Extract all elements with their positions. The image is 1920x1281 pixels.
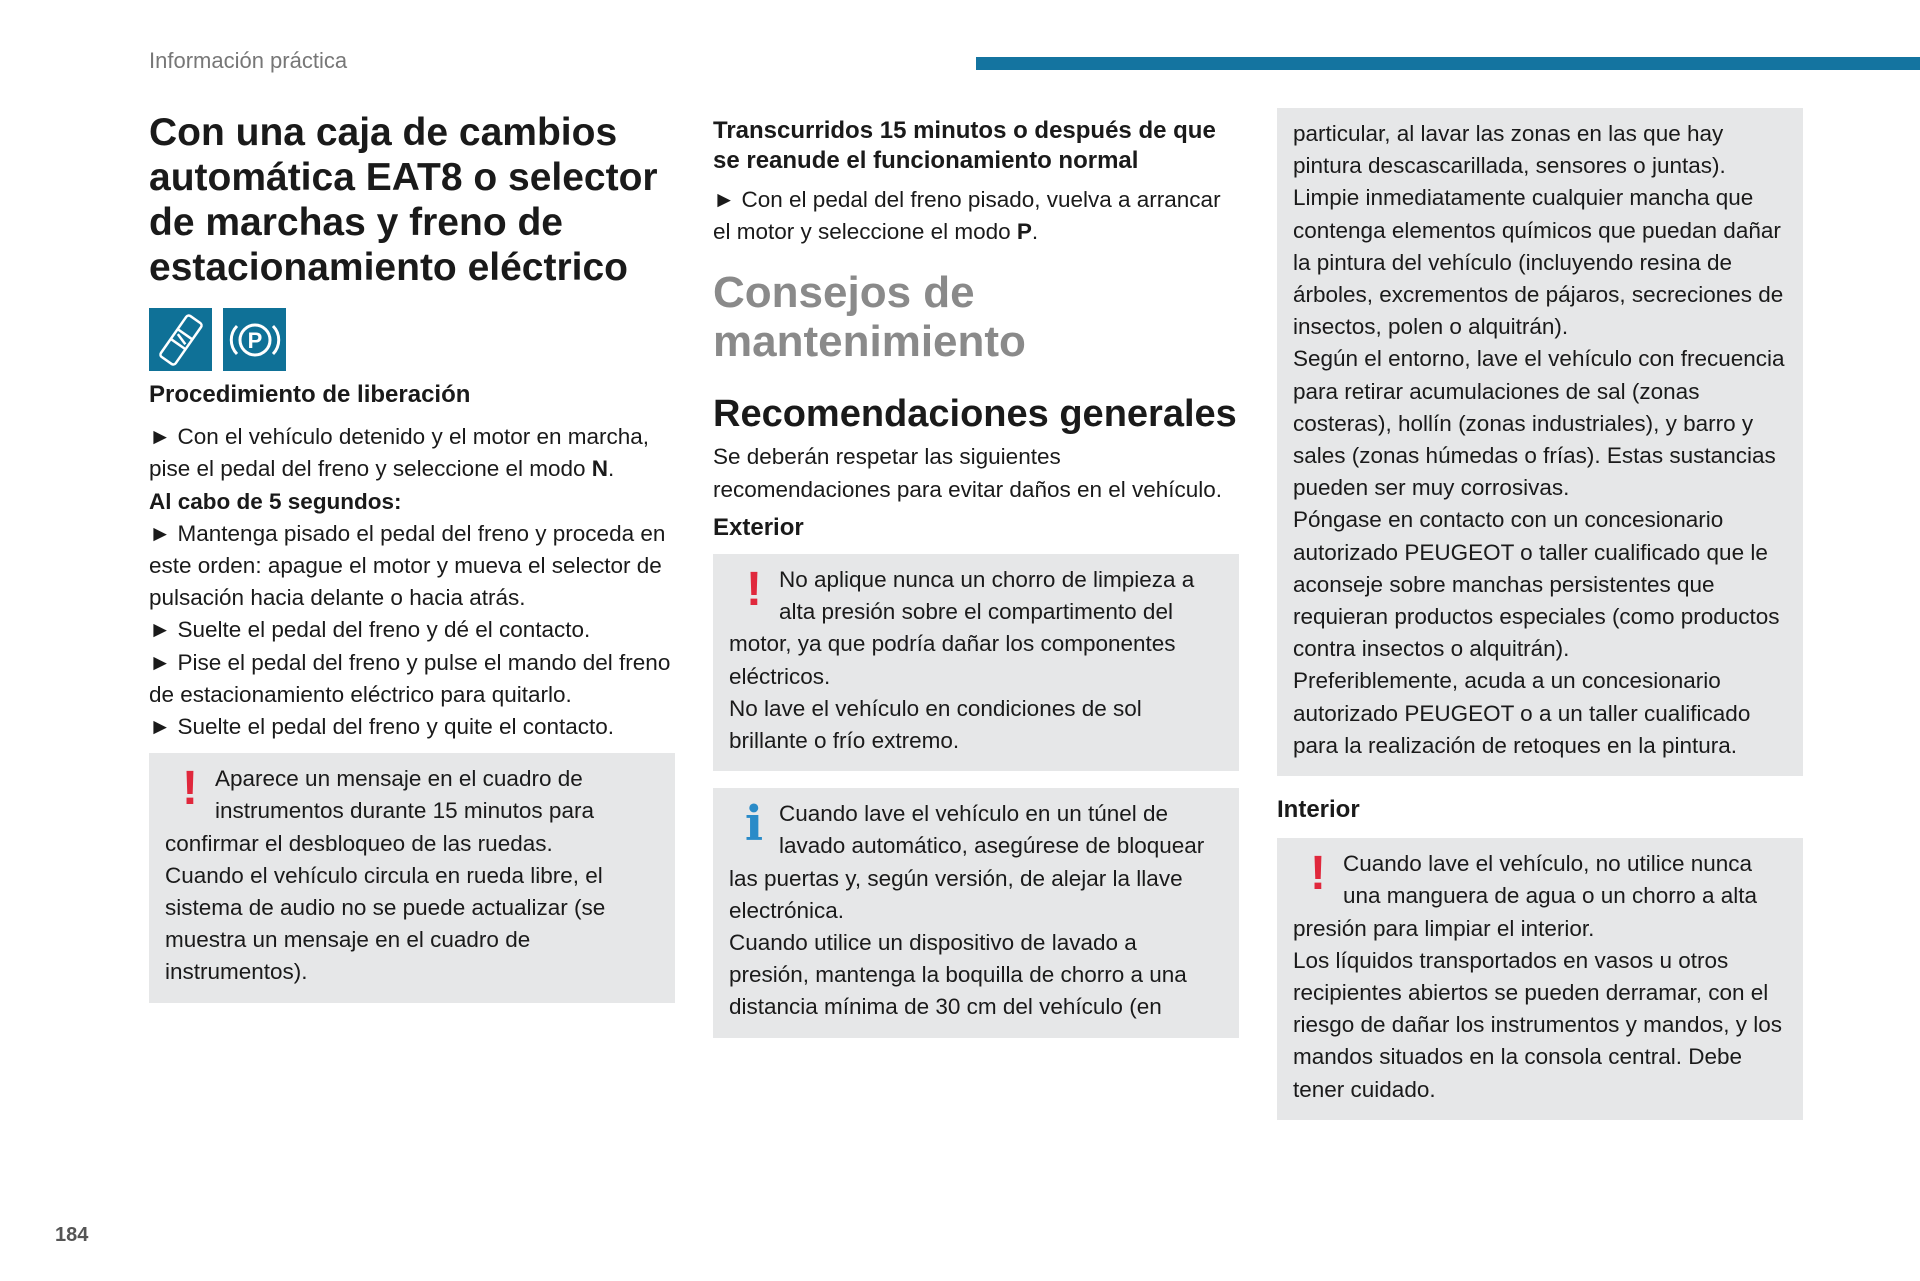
warning-box: ! No aplique nunca un chorro de limpieza… <box>713 554 1239 772</box>
paragraph: particular, al lavar las zonas en las qu… <box>1293 121 1726 179</box>
paragraph: Según el entorno, lave el vehículo con f… <box>1293 346 1785 501</box>
interior-heading: Interior <box>1277 796 1360 824</box>
step-5: ► Suelte el pedal del freno y quite el c… <box>149 714 615 740</box>
step-2: ► Mantenga pisado el pedal del freno y p… <box>149 520 666 611</box>
paragraph: Limpie inmediatamente cualquier mancha q… <box>1293 185 1784 340</box>
warning-icon: ! <box>1310 847 1326 901</box>
paragraph: Preferiblemente, acuda a un concesionari… <box>1293 668 1751 758</box>
step-text: ► Con el pedal del freno pisado, vuelva … <box>713 187 1221 245</box>
step-end: . <box>1031 219 1039 245</box>
column-3: particular, al lavar las zonas en las qu… <box>1277 108 1803 1120</box>
step-end: . <box>608 456 615 482</box>
page-title: Con una caja de cambios automática EAT8 … <box>149 111 658 289</box>
info-text: Cuando lave el vehículo en un túnel de l… <box>729 801 1205 923</box>
subtitle: Procedimiento de liberación <box>149 381 471 408</box>
warning-text-2: Cuando el vehículo circula en rueda libr… <box>165 862 606 985</box>
step-3: ► Suelte el pedal del freno y dé el cont… <box>149 617 591 643</box>
warning-text: Aparece un mensaje en el cuadro de instr… <box>165 766 594 856</box>
warning-icon: ! <box>182 762 198 816</box>
mode-p: P <box>1016 219 1032 245</box>
header-accent-bar <box>976 57 1920 70</box>
parking-brake-icon: P <box>223 308 286 371</box>
exterior-heading: Exterior <box>713 513 804 541</box>
info-icon: i <box>744 796 764 853</box>
step-text: ► Con el vehículo detenido y el motor en… <box>149 424 650 482</box>
recommendations-title: Recomendaciones generales <box>713 393 1237 436</box>
column-1: Con una caja de cambios automática EAT8 … <box>149 110 675 1003</box>
icon-row: P <box>149 308 675 371</box>
column-2: Transcurridos 15 minutos o después de qu… <box>713 116 1239 1038</box>
warning-box: ! Cuando lave el vehículo, no utilice nu… <box>1277 838 1803 1120</box>
warning-box: ! Aparece un mensaje en el cuadro de ins… <box>149 753 675 1003</box>
paragraph: Póngase en contacto con un concesionario… <box>1293 507 1780 662</box>
warning-text: Cuando lave el vehículo, no utilice nunc… <box>1293 851 1758 941</box>
warning-icon: ! <box>746 563 762 617</box>
warning-text: No aplique nunca un chorro de limpieza a… <box>729 567 1195 689</box>
warning-text-2: No lave el vehículo en condiciones de so… <box>729 695 1142 754</box>
info-text-2: Cuando utilice un dispositivo de lavado … <box>729 930 1187 1020</box>
info-box: i Cuando lave el vehículo en un túnel de… <box>713 788 1239 1038</box>
mode-n: N <box>591 456 609 482</box>
step-1: ► Con el vehículo detenido y el motor en… <box>149 421 675 485</box>
section-header: Información práctica <box>149 48 348 73</box>
svg-text:P: P <box>247 328 262 353</box>
step-p: ► Con el pedal del freno pisado, vuelva … <box>713 184 1239 248</box>
gear-selector-icon <box>149 308 212 371</box>
step-4: ► Pise el pedal del freno y pulse el man… <box>149 649 671 707</box>
after-label: Al cabo de 5 segundos: <box>149 488 402 514</box>
info-box-continued: particular, al lavar las zonas en las qu… <box>1277 108 1803 777</box>
page-number: 184 <box>55 1224 89 1246</box>
subheading: Transcurridos 15 minutos o después de qu… <box>713 117 1216 174</box>
section-title: Consejos de mantenimiento <box>713 268 1026 367</box>
warning-text-2: Los líquidos transportados en vasos u ot… <box>1293 947 1782 1102</box>
recommendations-text: Se deberán respetar las siguientes recom… <box>713 444 1223 502</box>
